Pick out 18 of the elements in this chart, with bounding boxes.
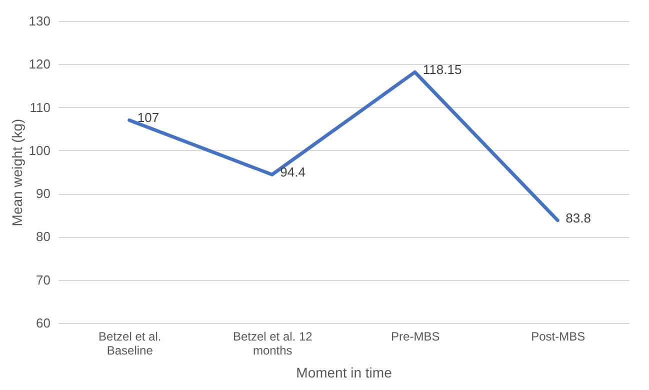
y-tick-label: 90 (36, 186, 50, 202)
x-tick-label: Betzel et al. Baseline (98, 330, 162, 358)
y-tick-label: 110 (30, 100, 50, 115)
y-tick-label: 80 (36, 229, 50, 244)
x-tick-label: Post-MBS (531, 330, 586, 344)
y-axis-title: Mean weight (kg) (8, 118, 25, 226)
y-tick-label: 120 (28, 56, 50, 72)
x-tick-label: Betzel et al. 12 months (232, 330, 313, 358)
x-axis-title: Moment in time (296, 364, 392, 380)
y-tick-label: 130 (28, 14, 50, 28)
y-tick-label: 70 (36, 272, 50, 288)
data-label: 94.4 (280, 164, 306, 180)
data-label: 118.15 (422, 62, 462, 78)
x-tick-label: Pre-MBS (391, 330, 440, 344)
y-tick-label: 100 (28, 142, 50, 158)
y-tick-label: 60 (36, 316, 50, 330)
data-label: 107 (137, 110, 160, 126)
data-label: 83.8 (566, 210, 591, 226)
